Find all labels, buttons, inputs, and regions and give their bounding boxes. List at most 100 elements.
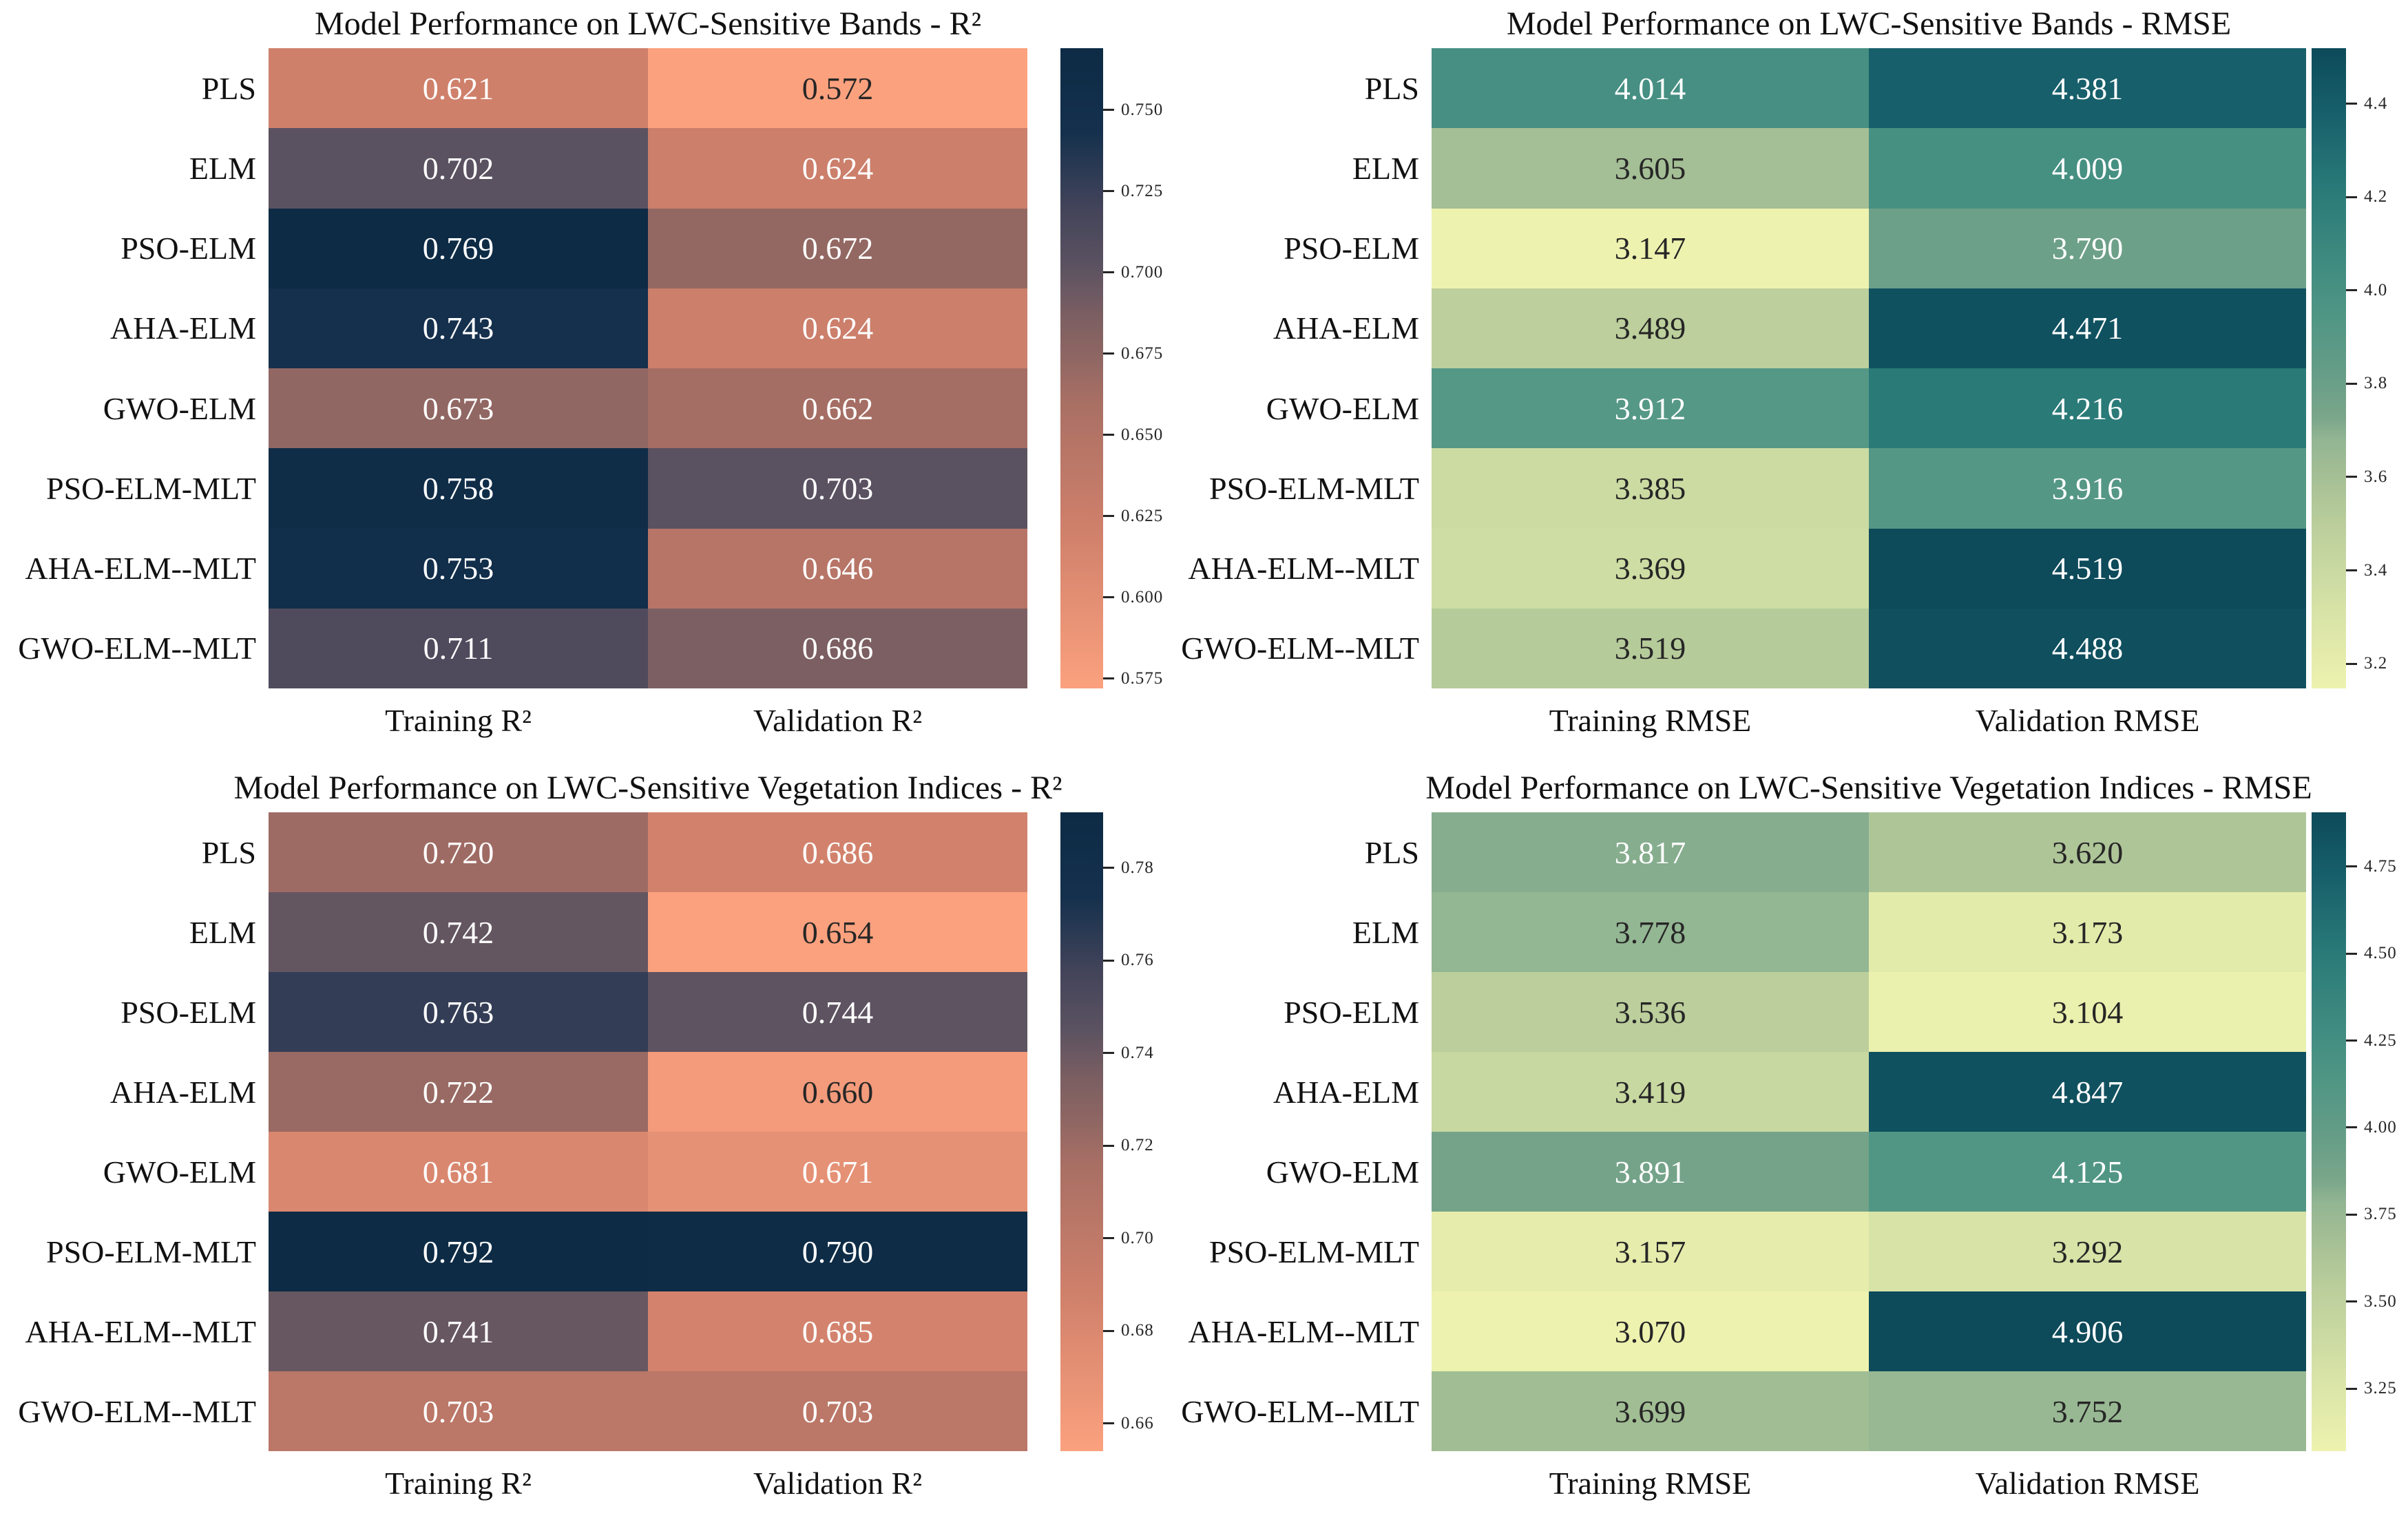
colorbar-tick-mark: [2346, 569, 2357, 571]
colorbar-tick-mark: [1103, 1237, 1114, 1240]
panel-vi-rmse: Model Performance on LWC-Sensitive Veget…: [1181, 760, 2408, 1520]
heatmap-cell: 3.891: [1432, 1132, 1869, 1212]
colorbar-tick-label: 4.50: [2364, 944, 2397, 963]
colorbar-tick: 3.8: [2346, 374, 2387, 393]
colorbar-tick-mark: [1103, 677, 1114, 680]
col-label-validation: Validation R²: [753, 703, 923, 738]
heatmap-cell: 4.125: [1869, 1132, 2306, 1212]
colorbar-tick-label: 0.78: [1121, 858, 1154, 877]
colorbar-tick: 0.625: [1103, 507, 1163, 526]
colorbar-tick: 3.6: [2346, 467, 2387, 487]
colorbar-tick-mark: [1103, 1329, 1114, 1332]
row-label: GWO-ELM: [103, 390, 256, 426]
colorbar-tick-label: 0.70: [1121, 1228, 1154, 1247]
heatmap-cell: 0.703: [648, 448, 1027, 529]
colorbar-tick-mark: [2346, 1039, 2357, 1042]
heatmap-cell: 0.662: [648, 368, 1027, 449]
col-label-training: Training R²: [385, 1466, 532, 1501]
colorbar-tick-mark: [2346, 1300, 2357, 1303]
heatmap-cell: 0.711: [269, 608, 648, 688]
colorbar-tick-label: 3.8: [2364, 374, 2388, 393]
colorbar-tick-label: 0.72: [1121, 1136, 1154, 1155]
colorbar-tick-mark: [2346, 865, 2357, 868]
col-labels: Training R² Validation R²: [269, 688, 1027, 760]
heatmap-cell: 3.419: [1432, 1052, 1869, 1132]
heatmap-cell: 0.572: [648, 48, 1027, 129]
row-label: AHA-ELM--MLT: [25, 551, 256, 587]
row-labels: PLS ELM PSO-ELM AHA-ELM GWO-ELM PSO-ELM-MLT AH…: [0, 812, 269, 1451]
heatmap-cell: 4.381: [1869, 48, 2306, 129]
colorbar-tick-label: 4.2: [2364, 187, 2388, 207]
heatmap-cell: 0.722: [269, 1052, 648, 1132]
colorbar-tick-mark: [1103, 1052, 1114, 1055]
heatmap-cell: 0.744: [648, 972, 1027, 1052]
colorbar-tick-mark: [2346, 382, 2357, 385]
colorbar-tick-mark: [2346, 196, 2357, 198]
colorbar-tick: 4.00: [2346, 1118, 2397, 1137]
colorbar-tick-mark: [1103, 959, 1114, 962]
heatmap-cell: 0.790: [648, 1212, 1027, 1291]
heatmap-cell: 4.488: [1869, 608, 2306, 688]
panel-bands-r2: Model Performance on LWC-Sensitive Bands…: [0, 0, 1204, 760]
colorbar-tick-mark: [1103, 867, 1114, 869]
colorbar-tick-mark: [1103, 596, 1114, 599]
colorbar-tick: 4.0: [2346, 281, 2387, 300]
colorbar-tick: 0.68: [1103, 1321, 1154, 1340]
row-label: GWO-ELM: [1266, 390, 1419, 426]
heatmap-cell: 0.758: [269, 448, 648, 529]
colorbar-tick-mark: [1103, 1144, 1114, 1147]
row-label: PSO-ELM: [121, 994, 256, 1030]
heatmap-cell: 0.646: [648, 528, 1027, 609]
colorbar-tick: 0.600: [1103, 588, 1163, 607]
col-label-training: Training RMSE: [1549, 1466, 1752, 1501]
heatmap-cell: 3.173: [1869, 892, 2306, 972]
row-label: PSO-ELM: [1284, 994, 1419, 1030]
heatmap-cell: 4.906: [1869, 1291, 2306, 1371]
chart-title: Model Performance on LWC-Sensitive Bands…: [315, 6, 981, 43]
colorbar-tick: 4.50: [2346, 944, 2397, 963]
colorbar-tick-label: 4.75: [2364, 856, 2397, 876]
col-labels: Training RMSE Validation RMSE: [1432, 1451, 2306, 1520]
colorbar-tick-label: 0.675: [1121, 344, 1164, 363]
col-label-validation: Validation RMSE: [1975, 703, 2200, 738]
heatmap-cell: 0.624: [648, 128, 1027, 209]
colorbar-tick-mark: [2346, 1387, 2357, 1390]
heatmap-cell: 3.147: [1432, 208, 1869, 288]
row-label: PSO-ELM-MLT: [46, 1234, 256, 1269]
colorbar-tick-label: 3.75: [2364, 1205, 2397, 1224]
heatmap-cell: 0.753: [269, 528, 648, 609]
row-label: PLS: [201, 834, 256, 870]
row-labels: PLS ELM PSO-ELM AHA-ELM GWO-ELM PSO-ELM-MLT AH…: [1181, 48, 1432, 688]
colorbar-tick-mark: [2346, 289, 2357, 292]
colorbar-tick-label: 4.4: [2364, 94, 2388, 113]
colorbar-tick-label: 3.2: [2364, 654, 2388, 673]
row-label: PLS: [1364, 834, 1419, 870]
colorbar-tick-label: 3.50: [2364, 1291, 2397, 1311]
row-label: PSO-ELM-MLT: [46, 470, 256, 506]
row-label: GWO-ELM--MLT: [1181, 1393, 1419, 1429]
heatmap-cell: 0.702: [269, 128, 648, 209]
colorbar-gradient: [1060, 812, 1103, 1451]
heatmap-cell: 3.070: [1432, 1291, 1869, 1371]
colorbar-tick: 3.75: [2346, 1205, 2397, 1224]
heatmap-cell: 0.654: [648, 892, 1027, 972]
colorbar-tick-label: 0.600: [1121, 587, 1164, 606]
colorbar-tick: 0.66: [1103, 1414, 1154, 1433]
row-label: PSO-ELM: [1284, 231, 1419, 266]
colorbar-tick-mark: [1103, 434, 1114, 436]
heatmap-cell: 3.817: [1432, 812, 1869, 892]
heatmap-grid: 0.621 0.572 0.702 0.624 0.769 0.672 0.743 0.624…: [269, 48, 1027, 688]
colorbar-tick-label: 0.700: [1121, 262, 1164, 282]
colorbar-tick-label: 0.725: [1121, 181, 1164, 200]
colorbar-tick-mark: [1103, 109, 1114, 112]
heatmap-cell: 0.671: [648, 1132, 1027, 1212]
heatmap-grid: 4.014 4.381 3.605 4.009 3.147 3.790 3.489 4.471…: [1432, 48, 2306, 688]
heatmap-cell: 3.778: [1432, 892, 1869, 972]
plot-area: PLS ELM PSO-ELM AHA-ELM GWO-ELM PSO-ELM-MLT AH…: [0, 48, 1204, 688]
heatmap-cell: 3.620: [1869, 812, 2306, 892]
colorbar-tick-label: 4.0: [2364, 280, 2388, 299]
colorbar-tick: 0.725: [1103, 182, 1163, 201]
colorbar-tick-label: 4.00: [2364, 1117, 2397, 1137]
colorbar-tick: 0.675: [1103, 344, 1163, 363]
